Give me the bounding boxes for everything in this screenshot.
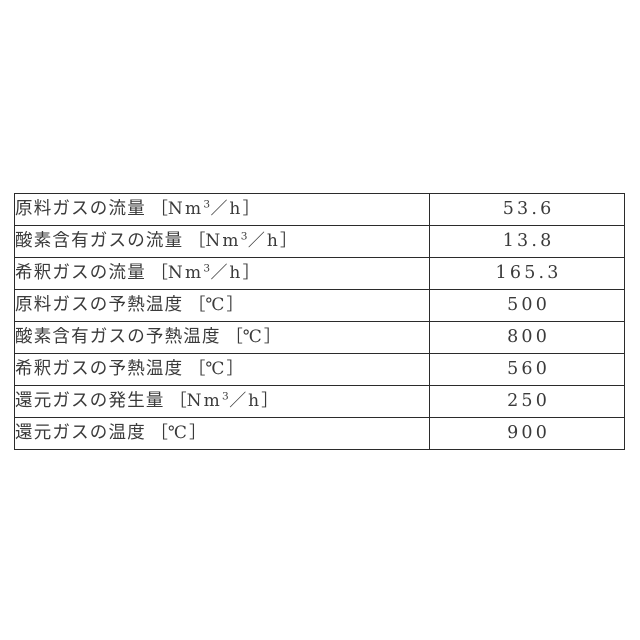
row-label-cell: 還元ガスの温度［℃］	[15, 418, 430, 450]
bracket-close-glyph: ］	[227, 295, 244, 315]
row-value-cell: 165.3	[430, 258, 625, 290]
bracket-open-glyph: ［	[151, 423, 168, 443]
row-label-text: 酸素含有ガスの流量	[15, 231, 183, 251]
unit-base: Nm	[168, 199, 203, 219]
row-label-cell: 原料ガスの流量［Nm3／h］	[15, 194, 430, 226]
page-canvas: 原料ガスの流量［Nm3／h］53.6酸素含有ガスの流量［Nm3／h］13.8希釈…	[0, 0, 640, 640]
slash-glyph: ／	[210, 199, 229, 219]
table-row: 還元ガスの温度［℃］900	[15, 418, 625, 450]
unit-denominator: h	[229, 263, 242, 283]
row-unit-text: ［Nm3／h］	[151, 263, 260, 283]
degree-celsius-glyph: ℃	[243, 327, 264, 347]
unit-denominator: h	[229, 199, 242, 219]
row-value-cell: 560	[430, 354, 625, 386]
unit-base: Nm	[168, 263, 203, 283]
row-label-text: 酸素含有ガスの予熱温度	[15, 327, 221, 347]
row-label-cell: 原料ガスの予熱温度［℃］	[15, 290, 430, 322]
degree-celsius-glyph: ℃	[205, 295, 226, 315]
row-unit-text: ［℃］	[188, 359, 243, 379]
bracket-open-glyph: ［	[188, 295, 205, 315]
row-label-text: 還元ガスの温度	[15, 423, 146, 443]
row-value-cell: 500	[430, 290, 625, 322]
bracket-open-glyph: ［	[170, 391, 187, 411]
row-unit-text: ［℃］	[151, 423, 206, 443]
row-value-cell: 53.6	[430, 194, 625, 226]
row-label-cell: 酸素含有ガスの流量［Nm3／h］	[15, 226, 430, 258]
unit-base: Nm	[187, 391, 222, 411]
row-label-text: 原料ガスの流量	[15, 199, 146, 219]
row-unit-text: ［℃］	[226, 327, 281, 347]
unit-base: Nm	[205, 231, 240, 251]
table-row: 希釈ガスの予熱温度［℃］560	[15, 354, 625, 386]
slash-glyph: ／	[229, 391, 248, 411]
bracket-open-glyph: ［	[188, 359, 205, 379]
row-unit-text: ［Nm3／h］	[188, 231, 297, 251]
row-value-cell: 13.8	[430, 226, 625, 258]
bracket-open-glyph: ［	[226, 327, 243, 347]
degree-celsius-glyph: ℃	[168, 423, 189, 443]
table-row: 還元ガスの発生量［Nm3／h］250	[15, 386, 625, 418]
row-label-cell: 希釈ガスの予熱温度［℃］	[15, 354, 430, 386]
bracket-open-glyph: ［	[188, 231, 205, 251]
bracket-close-glyph: ］	[189, 423, 206, 443]
unit-exponent: 3	[222, 390, 229, 402]
table-body: 原料ガスの流量［Nm3／h］53.6酸素含有ガスの流量［Nm3／h］13.8希釈…	[15, 194, 625, 450]
bracket-close-glyph: ］	[227, 359, 244, 379]
bracket-close-glyph: ］	[243, 199, 260, 219]
row-label-text: 希釈ガスの予熱温度	[15, 359, 183, 379]
row-label-cell: 還元ガスの発生量［Nm3／h］	[15, 386, 430, 418]
row-label-text: 希釈ガスの流量	[15, 263, 146, 283]
table-row: 原料ガスの流量［Nm3／h］53.6	[15, 194, 625, 226]
slash-glyph: ／	[210, 263, 229, 283]
table-row: 酸素含有ガスの予熱温度［℃］800	[15, 322, 625, 354]
bracket-close-glyph: ］	[261, 391, 278, 411]
row-unit-text: ［Nm3／h］	[170, 391, 279, 411]
row-unit-text: ［℃］	[188, 295, 243, 315]
row-label-text: 原料ガスの予熱温度	[15, 295, 183, 315]
row-label-cell: 酸素含有ガスの予熱温度［℃］	[15, 322, 430, 354]
bracket-open-glyph: ［	[151, 199, 168, 219]
slash-glyph: ／	[247, 231, 266, 251]
bracket-close-glyph: ］	[264, 327, 281, 347]
row-value-cell: 900	[430, 418, 625, 450]
degree-celsius-glyph: ℃	[205, 359, 226, 379]
unit-exponent: 3	[203, 262, 210, 274]
row-label-cell: 希釈ガスの流量［Nm3／h］	[15, 258, 430, 290]
gas-conditions-table: 原料ガスの流量［Nm3／h］53.6酸素含有ガスの流量［Nm3／h］13.8希釈…	[14, 193, 625, 450]
row-unit-text: ［Nm3／h］	[151, 199, 260, 219]
row-value-cell: 800	[430, 322, 625, 354]
row-value-cell: 250	[430, 386, 625, 418]
row-label-text: 還元ガスの発生量	[15, 391, 165, 411]
bracket-open-glyph: ［	[151, 263, 168, 283]
table-row: 希釈ガスの流量［Nm3／h］165.3	[15, 258, 625, 290]
table-row: 酸素含有ガスの流量［Nm3／h］13.8	[15, 226, 625, 258]
unit-exponent: 3	[203, 198, 210, 210]
bracket-close-glyph: ］	[280, 231, 297, 251]
bracket-close-glyph: ］	[243, 263, 260, 283]
unit-denominator: h	[267, 231, 280, 251]
table-row: 原料ガスの予熱温度［℃］500	[15, 290, 625, 322]
unit-denominator: h	[248, 391, 261, 411]
